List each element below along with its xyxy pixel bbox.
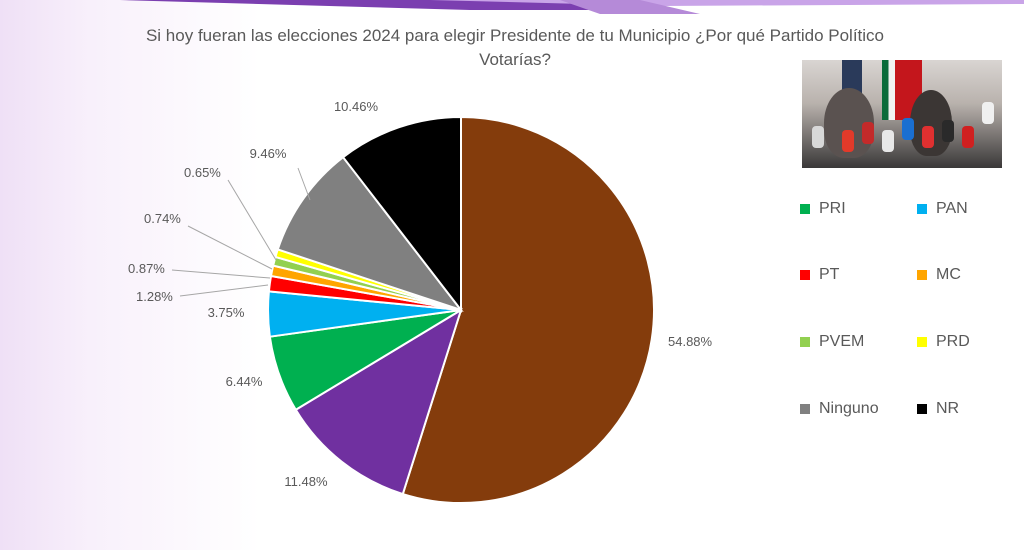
legend-label: PT xyxy=(819,266,840,283)
legend-swatch xyxy=(800,270,810,280)
mexico-flag xyxy=(882,60,902,120)
legend-label: PVEM xyxy=(819,333,865,350)
microphone xyxy=(902,118,914,140)
pie-slice-ninguno xyxy=(276,155,464,312)
microphone xyxy=(942,120,954,142)
legend-label: MC xyxy=(936,266,961,283)
leader-line xyxy=(187,225,273,270)
legend-swatch xyxy=(800,337,810,347)
legend-item: PRD xyxy=(917,333,970,351)
press-conference-photo xyxy=(802,60,1002,168)
legend-item: PAN xyxy=(917,200,968,218)
microphone xyxy=(962,126,974,148)
legend-label: PAN xyxy=(936,200,968,217)
legend-swatch xyxy=(917,404,927,414)
microphone xyxy=(862,122,874,144)
chart-title-line-1: Si hoy fueran las elecciones 2024 para e… xyxy=(145,26,885,45)
leader-line xyxy=(227,179,277,261)
legend-item: NR xyxy=(917,400,959,418)
pie-slice-nr xyxy=(341,115,462,313)
microphone xyxy=(982,102,994,124)
microphone xyxy=(882,130,894,152)
header-decoration xyxy=(120,0,1024,14)
microphone xyxy=(812,126,824,148)
legend-label: Ninguno xyxy=(819,400,879,417)
legend-swatch xyxy=(917,204,927,214)
data-label: 1.28% xyxy=(136,289,173,304)
data-label: 0.65% xyxy=(184,165,221,180)
microphone xyxy=(922,126,934,148)
legend-swatch xyxy=(917,270,927,280)
data-label: 11.48% xyxy=(284,474,328,489)
pie-slice xyxy=(401,115,655,504)
data-label: 0.74% xyxy=(144,211,181,226)
pie-slice xyxy=(294,307,463,496)
legend-label: PRI xyxy=(819,200,846,217)
legend-swatch xyxy=(800,204,810,214)
data-label: 6.44% xyxy=(226,374,263,389)
legend-label: PRD xyxy=(936,333,970,350)
leader-line xyxy=(179,284,269,297)
pie-chart: 54.88% 11.48% 6.44% 3.75% 1.28% 0.87% 0.74% 0.6… xyxy=(128,99,713,504)
legend-swatch xyxy=(917,337,927,347)
legend-item: PT xyxy=(800,266,839,284)
chart-title-line-2: Votarías? xyxy=(479,50,551,69)
legend-swatch xyxy=(800,404,810,414)
legend-item: Ninguno xyxy=(800,400,879,418)
legend-item: MC xyxy=(917,266,961,284)
chart-title: Si hoy fueran las elecciones 2024 para e… xyxy=(95,24,935,72)
legend-item: PRI xyxy=(800,200,846,218)
legend-item: PVEM xyxy=(800,333,864,351)
leader-line xyxy=(297,167,311,201)
data-label: 0.87% xyxy=(128,261,165,276)
data-label: 10.46% xyxy=(334,99,379,114)
data-label: 9.46% xyxy=(250,146,287,161)
microphone xyxy=(842,130,854,152)
legend-label: NR xyxy=(936,400,960,417)
leader-line xyxy=(171,269,271,279)
data-label: 3.75% xyxy=(208,305,245,320)
data-label: 54.88% xyxy=(668,334,713,349)
